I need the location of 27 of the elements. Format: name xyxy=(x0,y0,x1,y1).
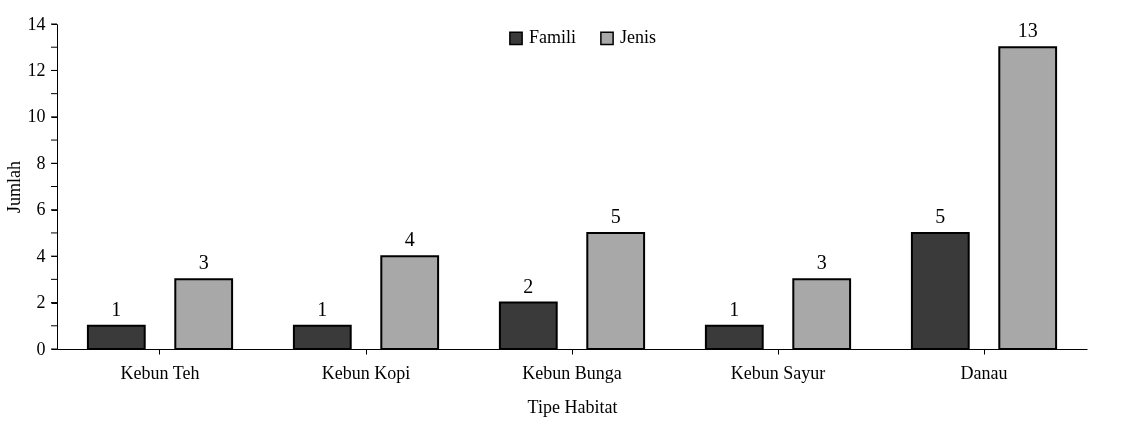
legend-label: Jenis xyxy=(620,27,656,48)
y-tick-label: 14 xyxy=(27,13,46,34)
y-tick-label: 10 xyxy=(27,106,46,127)
y-axis-title: Jumlah xyxy=(3,161,24,213)
data-label: 4 xyxy=(404,228,415,251)
data-label: 2 xyxy=(523,274,534,297)
y-tick-label: 12 xyxy=(27,59,46,80)
data-label: 5 xyxy=(935,204,946,227)
y-tick-label: 0 xyxy=(36,338,46,359)
x-tick-label: Kebun Sayur xyxy=(730,362,826,383)
y-tick-label: 8 xyxy=(36,152,46,173)
data-label: 5 xyxy=(610,204,621,227)
x-tick-label: Danau xyxy=(960,362,1008,383)
data-label: 1 xyxy=(111,297,122,320)
data-label: 3 xyxy=(816,251,827,274)
x-tick-label: Kebun Bunga xyxy=(522,362,622,383)
data-label: 1 xyxy=(317,297,328,320)
data-label: 1 xyxy=(729,297,740,320)
data-label: 13 xyxy=(1017,19,1038,42)
legend-label: Famili xyxy=(529,27,577,48)
x-axis-title: Tipe Habitat xyxy=(527,396,618,417)
y-tick-label: 2 xyxy=(36,292,46,313)
y-tick-label: 4 xyxy=(36,245,46,266)
data-label: 3 xyxy=(198,251,209,274)
y-tick-label: 6 xyxy=(36,199,46,220)
x-tick-label: Kebun Teh xyxy=(120,362,200,383)
x-tick-label: Kebun Kopi xyxy=(321,362,411,383)
